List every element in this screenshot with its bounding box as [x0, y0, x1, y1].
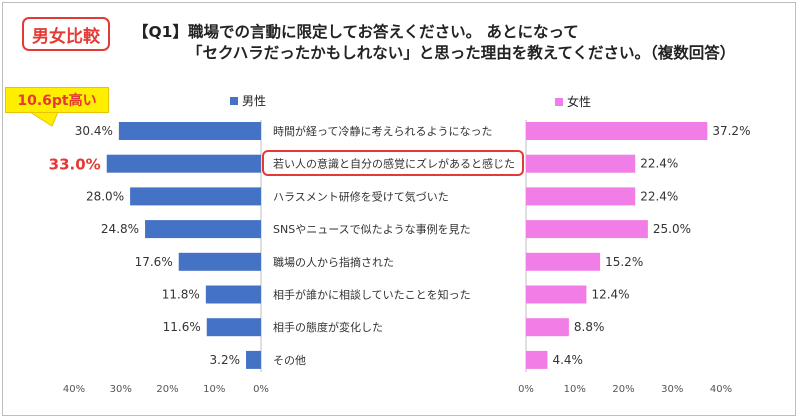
- female-axis-tick-label: 20%: [612, 384, 634, 395]
- category-label: 若い人の意識と自分の感覚にズレがあると感じた: [273, 157, 515, 171]
- male-value-label: 17.6%: [135, 255, 173, 269]
- female-bar: [526, 122, 708, 140]
- category-label: SNSやニュースで似たような事例を見た: [273, 222, 471, 236]
- female-value-label: 8.8%: [574, 320, 605, 334]
- difference-callout: 10.6pt高い: [5, 87, 109, 113]
- female-value-label: 25.0%: [653, 222, 691, 236]
- female-bar: [526, 252, 601, 271]
- male-bar: [130, 187, 261, 206]
- male-axis-tick-label: 30%: [110, 384, 132, 395]
- comparison-badge: 男女比較: [22, 17, 110, 51]
- male-axis-tick-label: 10%: [203, 384, 225, 395]
- female-bar: [526, 220, 648, 239]
- female-bar: [526, 187, 636, 206]
- male-value-label: 28.0%: [86, 189, 124, 203]
- female-bar: [526, 318, 569, 337]
- male-value-label: 24.8%: [101, 222, 139, 236]
- female-bar: [526, 350, 548, 369]
- male-bar: [145, 220, 261, 239]
- legend-female: 女性: [555, 93, 591, 110]
- category-label: 時間が経って冷静に考えられるようになった: [273, 124, 492, 138]
- male-bar: [205, 285, 261, 304]
- female-axis-tick-label: 40%: [710, 384, 732, 395]
- male-axis-tick-label: 20%: [156, 384, 178, 395]
- male-value-label: 11.6%: [163, 320, 201, 334]
- female-bar: [526, 285, 587, 304]
- male-axis-tick-label: 40%: [63, 384, 85, 395]
- female-value-label: 37.2%: [712, 124, 750, 138]
- question-line-2: 「セクハラだったかもしれない」と思った理由を教えてください。（複数回答）: [187, 44, 736, 62]
- legend-female-label: 女性: [567, 95, 592, 109]
- legend-male-swatch: [230, 96, 238, 105]
- female-value-label: 12.4%: [591, 288, 629, 302]
- female-value-label: 4.4%: [552, 353, 583, 367]
- legend-male: 男性: [230, 92, 266, 109]
- category-label: 相手の態度が変化した: [273, 320, 383, 334]
- male-axis-tick-label: 0%: [253, 384, 269, 395]
- male-bar: [178, 252, 261, 271]
- male-bar: [106, 154, 261, 173]
- female-value-label: 15.2%: [605, 255, 643, 269]
- male-value-label: 30.4%: [75, 124, 113, 138]
- legend-female-swatch: [555, 97, 563, 106]
- female-axis-tick-label: 10%: [564, 384, 586, 395]
- legend-male-label: 男性: [242, 94, 267, 108]
- female-value-label: 22.4%: [640, 157, 678, 171]
- category-label: その他: [273, 354, 306, 367]
- male-value-label: 11.8%: [162, 288, 200, 302]
- female-axis-tick-label: 0%: [518, 384, 534, 395]
- male-bar: [246, 350, 261, 369]
- category-label: ハラスメント研修を受けて気づいた: [273, 189, 449, 203]
- question-line-1: 【Q1】職場での言動に限定してお答えください。 あとになって: [133, 23, 579, 41]
- male-value-label: 3.2%: [210, 353, 241, 367]
- female-value-label: 22.4%: [640, 189, 678, 203]
- male-bar: [118, 122, 261, 140]
- male-value-label: 33.0%: [49, 156, 101, 174]
- category-label: 職場の人から指摘された: [273, 255, 394, 269]
- female-axis-tick-label: 30%: [661, 384, 683, 395]
- highlight-box: [262, 150, 524, 176]
- male-bar: [206, 318, 261, 337]
- female-bar: [526, 154, 636, 173]
- chart-frame: [2, 2, 796, 416]
- category-label: 相手が誰かに相談していたことを知った: [273, 288, 471, 302]
